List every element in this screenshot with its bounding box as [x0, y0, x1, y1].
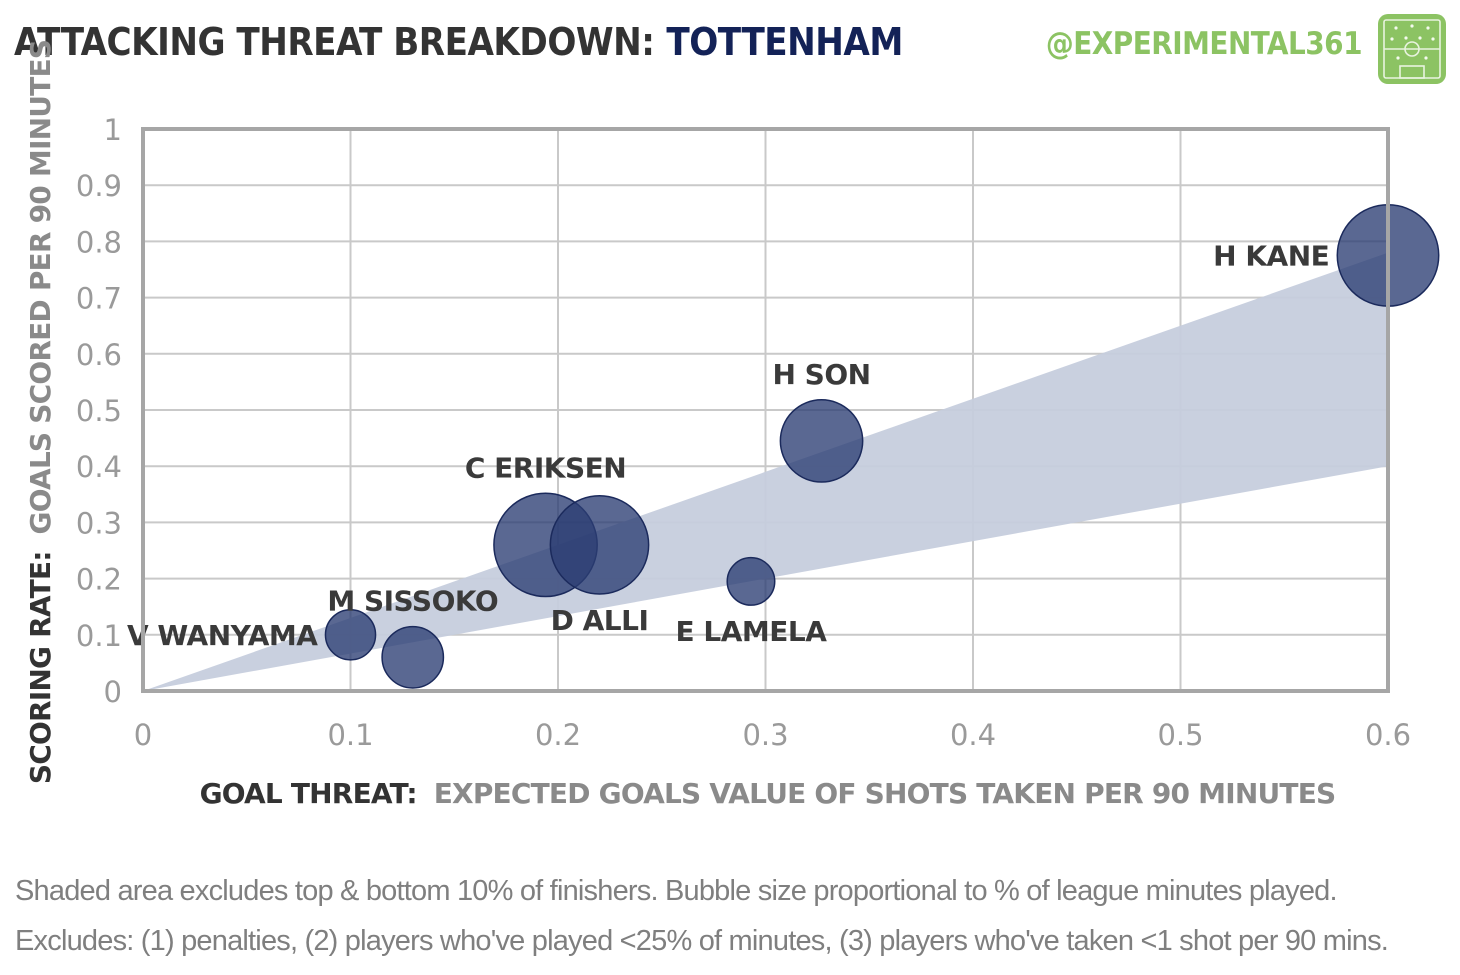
point-label-1: M SISSOKO [327, 585, 498, 618]
point-label-2: C ERIKSEN [465, 451, 626, 484]
y-tick-label-1: 0.1 [76, 619, 122, 653]
x-tick-label-5: 0.5 [1157, 718, 1203, 752]
x-axis-title: GOAL THREAT: EXPECTED GOALS VALUE OF SHO… [200, 777, 1336, 810]
footnote-2: Excludes: (1) penalties, (2) players who… [15, 925, 1389, 957]
x-tick-label-1: 0.1 [327, 718, 373, 752]
y-tick-label-10: 1 [104, 113, 122, 147]
point-label-0: V WANYAMA [127, 619, 318, 652]
chart-title-lead: ATTACKING THREAT BREAKDOWN: [14, 20, 655, 64]
y-tick-label-9: 0.9 [76, 169, 122, 203]
x-tick-label-2: 0.2 [535, 718, 581, 752]
footnote-1: Shaded area excludes top & bottom 10% of… [15, 875, 1338, 907]
chart-title: ATTACKING THREAT BREAKDOWN: TOTTENHAM [14, 20, 903, 64]
y-tick-label-7: 0.7 [76, 282, 122, 316]
footnotes: Shaded area excludes top & bottom 10% of… [15, 866, 1455, 966]
point-label-4: E LAMELA [676, 615, 828, 648]
y-axis-title: SCORING RATE: GOALS SCORED PER 90 MINUTE… [24, 40, 57, 784]
plot-border [141, 127, 1390, 693]
bubble-1 [381, 625, 445, 689]
bubble-4 [726, 556, 776, 606]
y-axis-title-rest: GOALS SCORED PER 90 MINUTES [24, 40, 57, 535]
author-handle: @EXPERIMENTAL361 [1045, 26, 1363, 62]
bubble-5 [779, 399, 864, 483]
point-label-5: H SON [772, 358, 870, 391]
y-tick-label-2: 0.2 [76, 563, 122, 597]
y-tick-label-8: 0.8 [76, 225, 122, 259]
y-axis-title-bold: SCORING RATE: [24, 551, 57, 784]
y-tick-label-6: 0.6 [76, 338, 122, 372]
point-label-6: H KANE [1213, 239, 1329, 272]
x-tick-label-3: 0.3 [742, 718, 788, 752]
x-axis-title-rest: EXPECTED GOALS VALUE OF SHOTS TAKEN PER … [434, 777, 1336, 810]
point-label-3: D ALLI [551, 604, 649, 637]
y-tick-label-5: 0.5 [76, 394, 122, 428]
y-tick-label-0: 0 [104, 675, 122, 709]
x-tick-label-4: 0.4 [950, 718, 996, 752]
y-tick-label-4: 0.4 [76, 450, 122, 484]
x-tick-label-0: 0 [134, 718, 152, 752]
finisher-band [143, 252, 1388, 691]
bubble-3 [549, 494, 650, 595]
x-tick-label-6: 0.6 [1365, 718, 1411, 752]
chart-title-team: TOTTENHAM [666, 20, 903, 64]
football-pitch-icon [1378, 14, 1446, 84]
y-tick-label-3: 0.3 [76, 506, 122, 540]
x-axis-title-bold: GOAL THREAT: [200, 777, 417, 810]
bubble-0 [324, 609, 377, 661]
